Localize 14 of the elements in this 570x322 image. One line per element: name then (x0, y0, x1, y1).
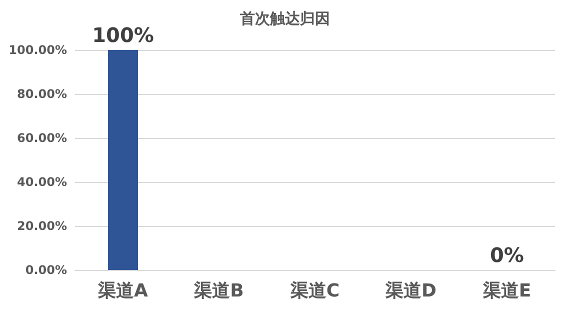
y-tick-label: 80.00% (17, 87, 67, 101)
x-tick-label: 渠道C (289, 280, 340, 302)
x-tick-label: 渠道B (193, 280, 244, 302)
data-label: 100% (92, 23, 154, 47)
y-tick-label: 20.00% (17, 219, 67, 233)
y-tick-label: 60.00% (17, 131, 67, 145)
chart-title: 首次触达归因 (239, 10, 330, 28)
y-tick-label: 0.00% (25, 263, 67, 277)
y-tick-label: 100.00% (8, 43, 67, 57)
x-tick-label: 渠道E (482, 280, 532, 302)
data-label: 0% (490, 243, 524, 267)
x-tick-label: 渠道A (97, 280, 148, 302)
x-tick-label: 渠道D (384, 280, 436, 302)
y-tick-label: 40.00% (17, 175, 67, 189)
